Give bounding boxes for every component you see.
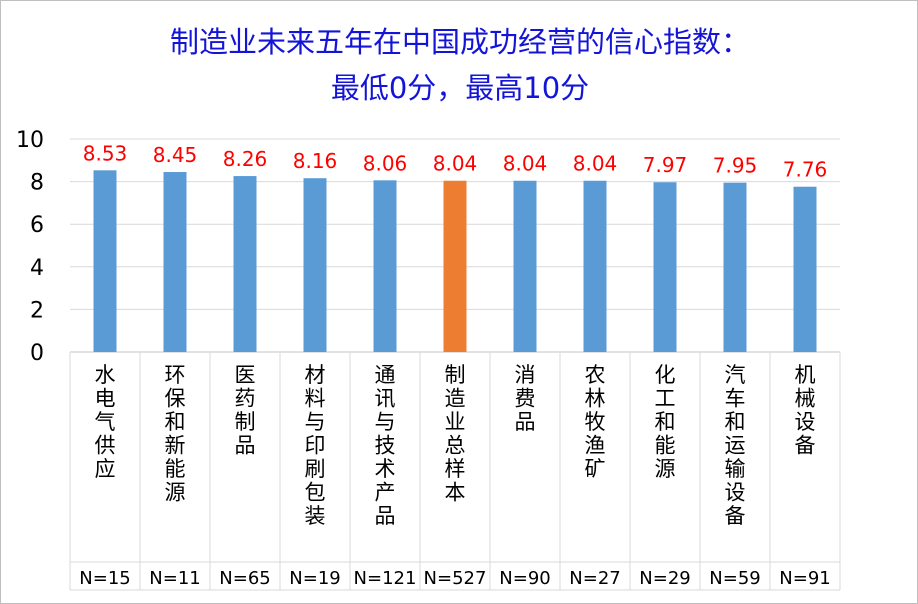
value-label: 8.04: [503, 152, 548, 176]
category-label: 汽车和运输设备: [725, 363, 746, 528]
category-label: 消费品: [515, 363, 536, 434]
category-label: 制造业总样本: [445, 363, 466, 505]
sample-size-label: N=15: [79, 568, 130, 589]
sample-size-label: N=121: [354, 568, 417, 589]
y-tick-label: 4: [30, 256, 44, 281]
value-label: 8.53: [83, 141, 128, 165]
bar-3: [233, 176, 257, 352]
y-tick-label: 8: [30, 171, 44, 196]
bar-5: [373, 180, 397, 352]
category-label: 机械设备: [795, 363, 816, 458]
value-label: 7.76: [783, 158, 828, 182]
bar-8: [583, 180, 607, 352]
sample-size-label: N=11: [149, 568, 200, 589]
sample-size-label: N=527: [424, 568, 487, 589]
bar-10: [723, 182, 747, 352]
value-label: 7.95: [713, 154, 758, 178]
category-label: 通讯与技术产品: [375, 363, 396, 528]
value-label: 8.06: [363, 151, 408, 175]
sample-size-label: N=65: [219, 568, 270, 589]
value-label: 7.97: [643, 153, 688, 177]
value-label: 8.16: [293, 149, 338, 173]
bar-2: [163, 172, 187, 352]
y-tick-label: 0: [30, 341, 44, 366]
bar-11: [793, 186, 817, 352]
category-label: 水电气供应: [95, 363, 116, 481]
category-label: 医药制品: [235, 363, 256, 458]
bar-7: [513, 180, 537, 352]
y-tick-label: 10: [16, 128, 44, 153]
bar-4: [303, 178, 327, 352]
category-label: 材料与印刷包装: [305, 363, 326, 528]
category-label: 农林牧渔矿: [585, 363, 606, 481]
sample-size-label: N=29: [639, 568, 690, 589]
value-label: 8.45: [153, 143, 198, 167]
sample-size-label: N=90: [499, 568, 550, 589]
chart-title-line-2: 最低0分，最高10分: [330, 71, 590, 105]
sample-size-label: N=19: [289, 568, 340, 589]
value-label: 8.04: [433, 152, 478, 176]
bar-1: [93, 170, 117, 352]
value-label: 8.26: [223, 147, 268, 171]
category-label: 化工和能源: [655, 363, 676, 481]
sample-size-label: N=27: [569, 568, 620, 589]
bar-9: [653, 182, 677, 352]
chart-title-line-1: 制造业未来五年在中国成功经营的信心指数：: [169, 25, 750, 59]
category-label: 环保和新能源: [165, 363, 186, 505]
sample-size-label: N=59: [709, 568, 760, 589]
sample-size-label: N=91: [779, 568, 830, 589]
y-tick-label: 2: [30, 298, 44, 323]
y-tick-label: 6: [30, 213, 44, 238]
bar-6: [443, 180, 467, 352]
value-label: 8.04: [573, 152, 618, 176]
